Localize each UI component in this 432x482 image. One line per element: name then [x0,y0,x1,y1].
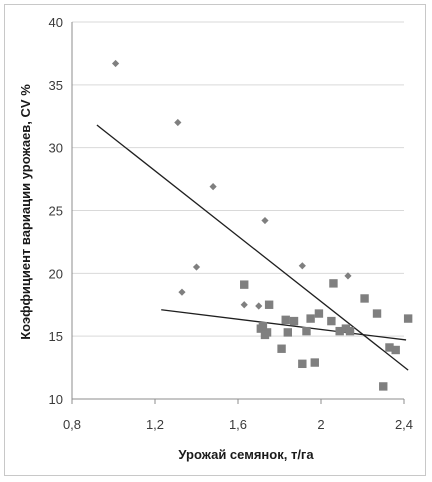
trendline-2 [161,309,407,341]
point-square [314,309,324,318]
tick-labels: 10 15 20 25 30 35 40 0,8 1,2 1,6 2 2,4 [49,15,414,432]
x-tick-label: 0,8 [63,417,81,432]
grid-lines [72,21,404,337]
y-tick-label: 10 [49,392,63,407]
point-square [360,294,369,303]
y-tick-label: 30 [49,141,63,156]
y-tick-label: 15 [49,329,63,344]
x-tick-label: 2,4 [395,417,413,432]
point-square [335,326,344,336]
x-tick-label: 1,2 [146,417,164,432]
y-tick-label: 35 [49,78,63,93]
point-square [391,345,400,355]
y-axis-title: Коэффициент вариации урожаев, CV % [18,84,33,340]
point-square [283,328,292,337]
y-tick-label: 25 [49,204,63,219]
trendline-1 [96,124,409,371]
point-square [385,343,394,352]
point-diamond [174,118,182,127]
point-square [264,300,274,309]
y-tick-label: 40 [49,15,63,30]
data-points [111,59,413,391]
point-square [372,309,382,318]
point-diamond [111,59,120,68]
point-diamond [261,216,269,225]
point-square [379,382,388,391]
point-square [298,359,307,369]
trendlines [96,124,409,371]
point-square [310,358,319,367]
chart-frame [4,4,426,476]
point-square [306,314,315,323]
point-square [281,315,290,325]
x-tick-label: 2 [317,417,324,432]
point-square [327,316,336,326]
point-square [403,314,413,323]
point-square [240,280,249,289]
point-square [302,326,311,336]
point-square [329,279,338,288]
point-square [345,326,355,336]
point-diamond [298,262,306,270]
point-square [260,330,270,340]
point-diamond [209,183,217,191]
point-diamond [192,263,201,271]
point-diamond [240,301,248,309]
point-square [277,344,286,353]
x-tick-label: 1,6 [229,417,247,432]
point-diamond [255,302,263,310]
point-square [256,324,266,333]
point-diamond [344,272,352,280]
x-axis-title: Урожай семянок, т/га [178,447,314,462]
y-tick-label: 20 [49,266,63,281]
point-square [289,316,299,326]
axes [71,22,405,404]
point-diamond [178,288,186,296]
